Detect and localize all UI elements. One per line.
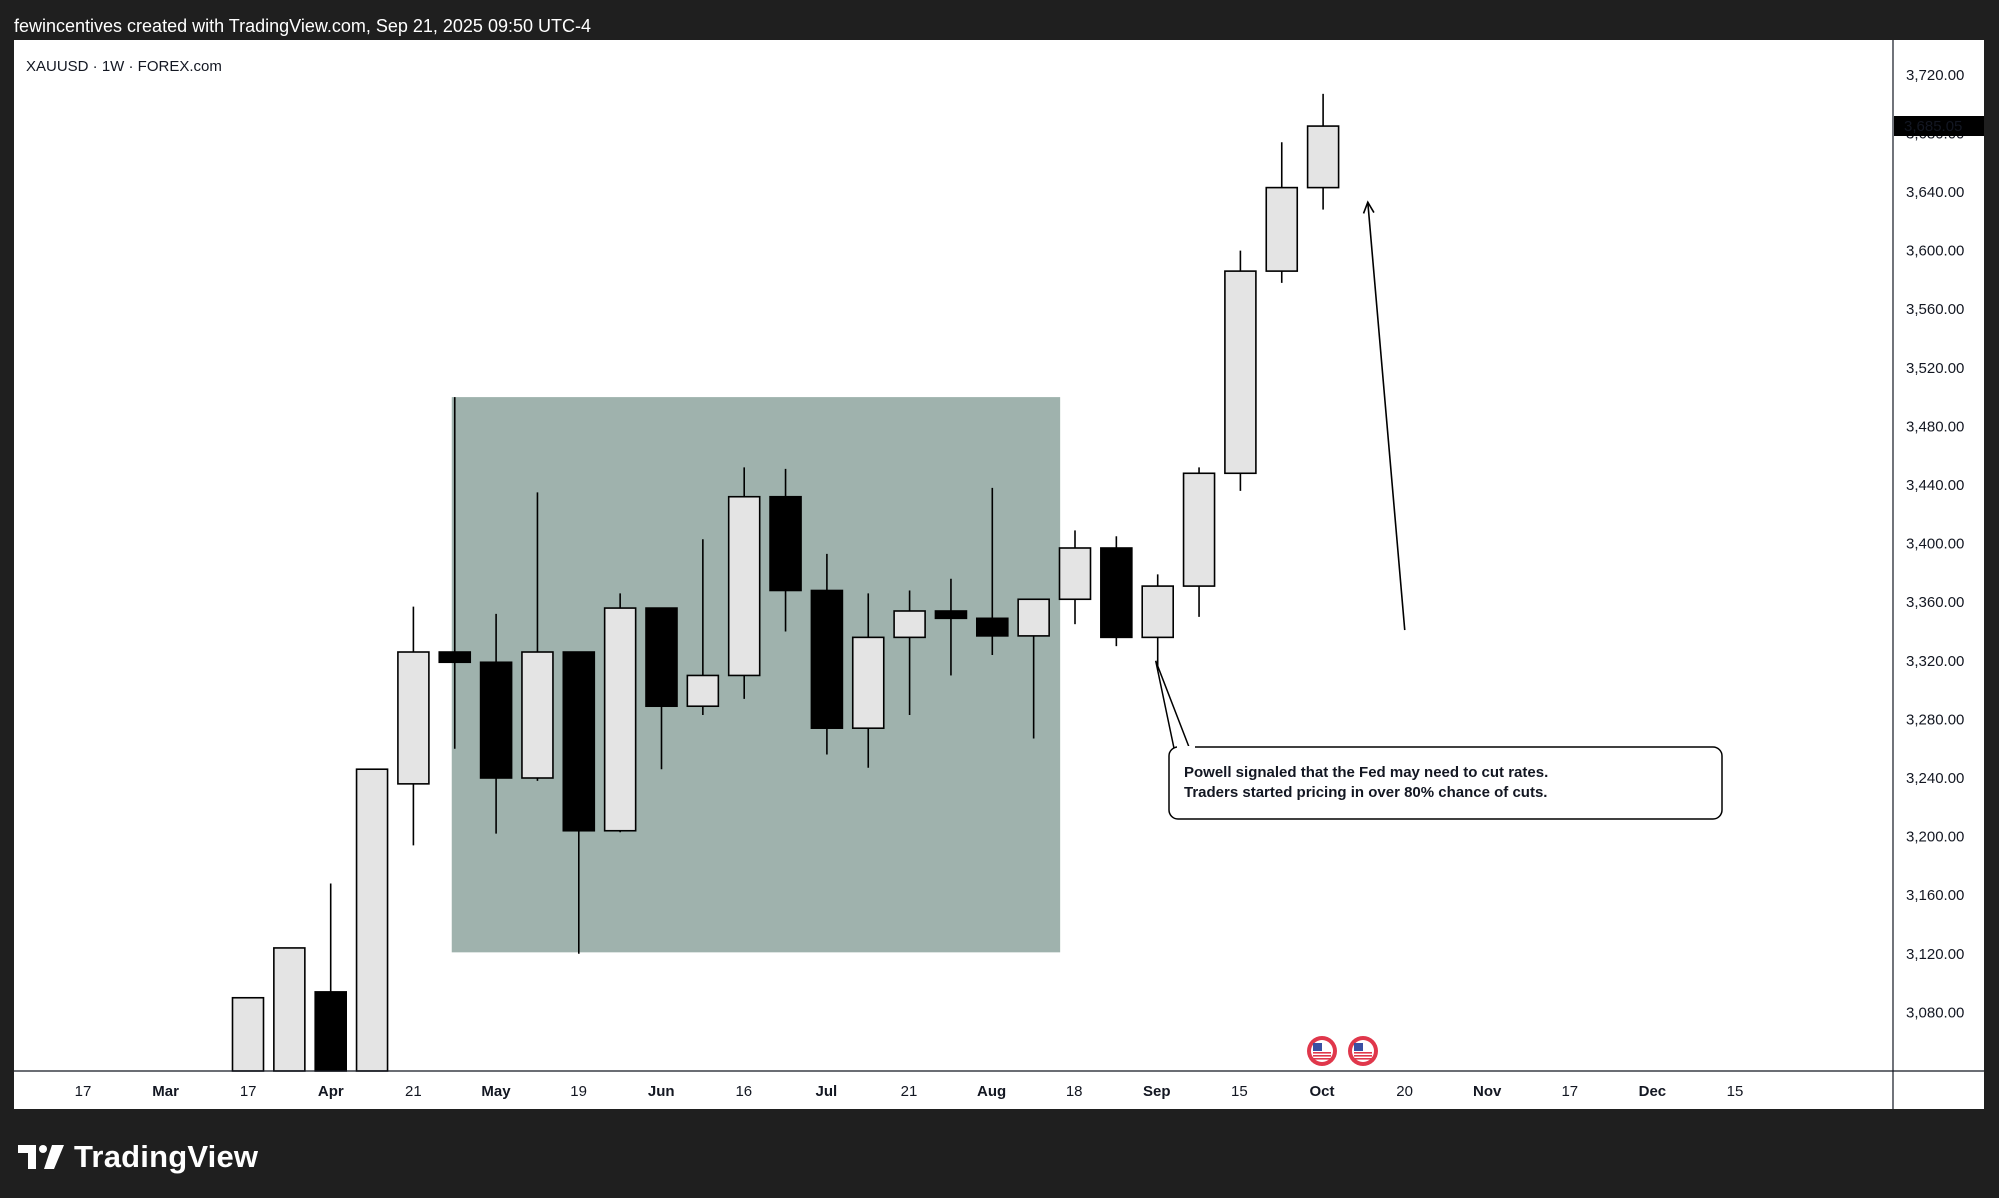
- footer: TradingView: [0, 1109, 1999, 1198]
- candle[interactable]: [769, 495, 802, 592]
- candle[interactable]: [231, 996, 265, 1072]
- candle[interactable]: [438, 651, 472, 664]
- candle[interactable]: [273, 947, 306, 1072]
- candle[interactable]: [645, 607, 678, 708]
- tradingview-logo-icon: [18, 1145, 64, 1169]
- time-tick-label: Nov: [1473, 1083, 1502, 1100]
- candle[interactable]: [686, 674, 720, 708]
- candle[interactable]: [314, 991, 348, 1072]
- candle[interactable]: [1017, 598, 1050, 637]
- candle[interactable]: [397, 651, 430, 785]
- time-tick-label: 20: [1396, 1083, 1413, 1100]
- candle[interactable]: [975, 617, 1009, 637]
- price-tick-label: 3,400.00: [1906, 536, 1964, 553]
- trend-arrow[interactable]: [1367, 202, 1406, 631]
- time-tick-label: 18: [1066, 1083, 1083, 1100]
- time-tick-label: Dec: [1639, 1083, 1667, 1100]
- candle[interactable]: [1265, 186, 1299, 272]
- brand-name: TradingView: [74, 1139, 259, 1174]
- time-tick-label: Jul: [816, 1083, 838, 1100]
- callout-pointer: [1154, 660, 1190, 754]
- candle[interactable]: [893, 610, 926, 639]
- candle[interactable]: [1182, 472, 1216, 587]
- candlestick-chart[interactable]: XAUUSD · 1W · FOREX.com Powell signaled t…: [14, 40, 1984, 1109]
- time-tick-label: May: [481, 1083, 511, 1100]
- price-tick-label: 3,520.00: [1906, 360, 1964, 377]
- price-tick-label: 3,720.00: [1906, 67, 1964, 84]
- price-tick-label: 3,200.00: [1906, 829, 1964, 846]
- price-tick-label: 3,440.00: [1906, 477, 1964, 494]
- candle[interactable]: [479, 661, 513, 779]
- candle[interactable]: [851, 636, 885, 729]
- time-tick-label: Aug: [977, 1083, 1006, 1100]
- candle[interactable]: [1058, 547, 1092, 601]
- price-tick-label: 3,120.00: [1906, 946, 1964, 963]
- time-tick-label: Mar: [152, 1083, 179, 1100]
- candle[interactable]: [521, 651, 554, 779]
- us-flag-stripe: [1354, 1055, 1372, 1057]
- candle[interactable]: [810, 589, 844, 729]
- price-tick-label: 3,640.00: [1906, 184, 1964, 201]
- callout-text: Powell signaled that the Fed may need to…: [1184, 764, 1548, 781]
- chart-credit: fewincentives created with TradingView.c…: [14, 16, 591, 36]
- time-tick-label: 15: [1727, 1083, 1744, 1100]
- time-tick-label: 16: [735, 1083, 752, 1100]
- chart-title: XAUUSD · 1W · FOREX.com: [26, 58, 222, 75]
- time-tick-label: 19: [570, 1083, 587, 1100]
- candle[interactable]: [727, 495, 761, 677]
- us-flag-canton: [1313, 1043, 1322, 1051]
- us-flag-stripe: [1354, 1052, 1372, 1054]
- candle[interactable]: [1306, 125, 1340, 189]
- last-price-label: 3,685.05: [1904, 118, 1962, 135]
- time-tick-label: 21: [901, 1083, 918, 1100]
- time-tick-label: 17: [1561, 1083, 1578, 1100]
- price-tick-label: 3,320.00: [1906, 653, 1964, 670]
- candle[interactable]: [603, 607, 637, 832]
- price-tick-label: 3,600.00: [1906, 243, 1964, 260]
- time-tick-label: Oct: [1309, 1083, 1334, 1100]
- time-tick-label: 17: [75, 1083, 92, 1100]
- us-flag-stripe: [1313, 1055, 1331, 1057]
- us-flag-stripe: [1313, 1052, 1331, 1054]
- time-tick-label: 21: [405, 1083, 422, 1100]
- time-tick-label: Jun: [648, 1083, 675, 1100]
- price-tick-label: 3,360.00: [1906, 594, 1964, 611]
- candle[interactable]: [934, 610, 968, 620]
- trend-arrow-head: [1362, 200, 1375, 214]
- candle[interactable]: [355, 768, 389, 1072]
- chart-area[interactable]: XAUUSD · 1W · FOREX.com Powell signaled t…: [14, 40, 1984, 1109]
- price-tick-label: 3,160.00: [1906, 887, 1964, 904]
- last-price-tag[interactable]: [1894, 116, 1984, 137]
- us-flag-stripe: [1313, 1058, 1331, 1060]
- time-tick-label: 15: [1231, 1083, 1248, 1100]
- time-tick-label: 17: [240, 1083, 257, 1100]
- candle[interactable]: [1100, 547, 1133, 639]
- price-tick-label: 3,080.00: [1906, 1004, 1964, 1021]
- callout-gap: [1177, 746, 1195, 750]
- candle[interactable]: [1224, 270, 1257, 475]
- time-tick-label: Apr: [318, 1083, 344, 1100]
- us-flag-canton: [1354, 1043, 1363, 1051]
- candle[interactable]: [1141, 585, 1174, 639]
- callout-text: Traders started pricing in over 80% chan…: [1184, 784, 1547, 801]
- price-tick-label: 3,280.00: [1906, 711, 1964, 728]
- callout-box[interactable]: [1168, 746, 1723, 820]
- price-tick-label: 3,560.00: [1906, 301, 1964, 318]
- time-tick-label: Sep: [1143, 1083, 1171, 1100]
- us-flag-stripe: [1354, 1058, 1372, 1060]
- price-tick-label: 3,480.00: [1906, 418, 1964, 435]
- price-tick-label: 3,240.00: [1906, 770, 1964, 787]
- tradingview-logo[interactable]: TradingView: [18, 1139, 258, 1175]
- candle[interactable]: [562, 651, 596, 832]
